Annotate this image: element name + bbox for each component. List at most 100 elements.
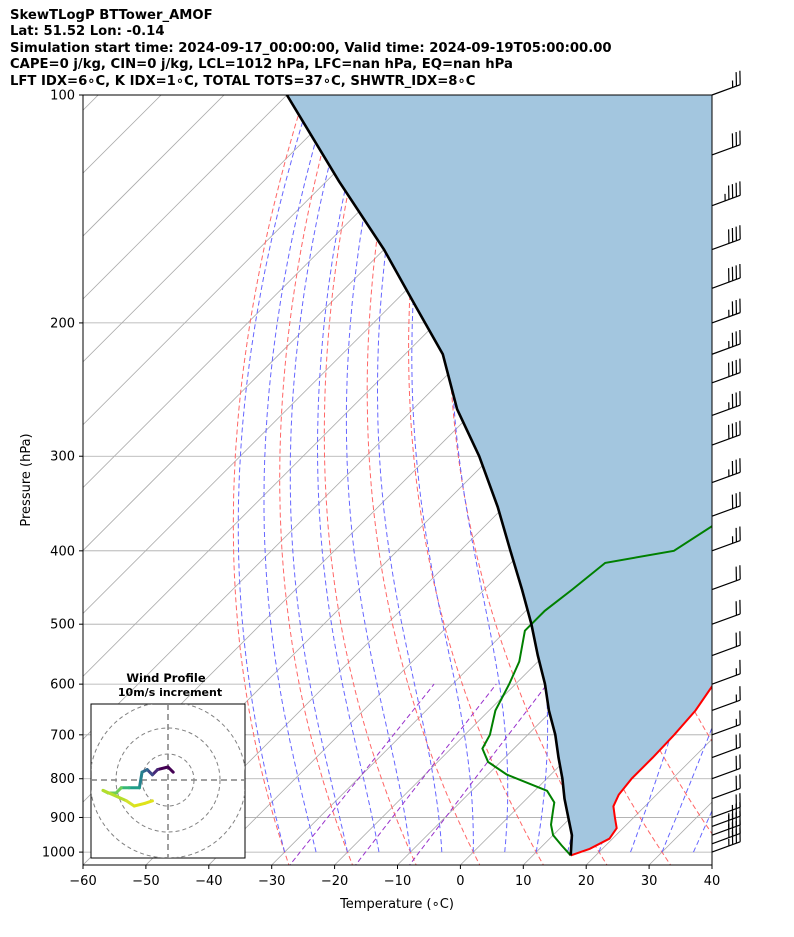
isotherm-line [772, 78, 794, 868]
hodograph-segment [137, 770, 144, 790]
hodograph-segment [143, 799, 154, 805]
x-tick-label: 20 [578, 874, 595, 889]
barb-staff [711, 824, 741, 836]
barb-staff [711, 673, 741, 685]
y-tick-label: 400 [50, 544, 75, 559]
dry-adiabat [761, 95, 794, 868]
hodograph-segment [156, 765, 170, 772]
wind-barb [711, 130, 741, 156]
time-line: Simulation start time: 2024-09-17_00:00:… [10, 40, 612, 56]
barb-staff [711, 144, 741, 156]
wind-barb [711, 491, 741, 517]
barb-staff [711, 372, 741, 384]
wind-barb [711, 181, 741, 207]
hodograph-segment [124, 799, 136, 808]
barb-staff [711, 84, 741, 96]
barb-staff [711, 343, 741, 355]
wind-barb [711, 631, 741, 657]
barb-staff [711, 277, 741, 289]
isotherm-line [83, 95, 288, 300]
y-tick-label: 600 [50, 678, 75, 693]
chart-header: SkewTLogP BTTower_AMOF Lat: 51.52 Lon: -… [10, 8, 790, 90]
wind-barb [711, 420, 741, 446]
barb-staff [711, 806, 741, 819]
moist-adiabat [263, 95, 330, 853]
cape-shading [286, 95, 712, 856]
wind-barb [711, 225, 741, 251]
wind-barb [711, 659, 741, 685]
hodograph-segment [101, 788, 128, 803]
barb-staff [711, 815, 741, 828]
y-tick-label: 300 [50, 450, 75, 465]
indices-line: LFT IDX=6∘C, K IDX=1∘C, TOTAL TOTS=37∘C,… [10, 73, 476, 89]
wind-barb [711, 70, 741, 96]
y-tick-label: 900 [50, 811, 75, 826]
x-tick-label: −60 [69, 874, 96, 889]
dewpoint-line [481, 525, 712, 857]
isotherm-line [334, 487, 712, 865]
y-tick-label: 100 [50, 89, 75, 104]
barb-staff [711, 787, 741, 800]
x-tick-label: −50 [132, 874, 159, 889]
wind-barb [711, 827, 741, 853]
wind-barb [711, 391, 741, 417]
isotherm-line [83, 95, 351, 363]
axes: −60 −50 −40 −30 −20 −10 0 10 20 30 40 100 200 300 400 5… [42, 89, 720, 890]
inset-title: Wind Profile [126, 671, 206, 685]
wind-barb [711, 358, 741, 384]
wind-barbs [711, 70, 741, 853]
x-tick-label: −40 [195, 874, 222, 889]
wind-barb [711, 526, 741, 552]
wind-barb [711, 298, 741, 324]
x-tick-label: −20 [321, 874, 348, 889]
location-line: Lat: 51.52 Lon: -0.14 [10, 24, 165, 40]
dry-adiabat [279, 95, 354, 865]
isotherm-line [711, 864, 712, 865]
barb-staff [711, 238, 741, 251]
barb-staff [711, 404, 741, 417]
x-tick-label: 40 [704, 874, 721, 889]
barb-staff [711, 505, 741, 517]
moist-adiabat [317, 95, 380, 853]
y-tick-label: 1000 [42, 846, 75, 861]
moist-adiabat [289, 95, 349, 853]
y-tick-label: 500 [50, 618, 75, 633]
stability-line: CAPE=0 j/kg, CIN=0 j/kg, LCL=1012 hPa, L… [10, 57, 513, 73]
wind-barb [711, 774, 741, 800]
inset-subtitle: 10m/s increment [118, 686, 222, 699]
barb-staff [711, 723, 741, 736]
barb-staff [711, 194, 741, 207]
barb-staff [711, 767, 741, 780]
barb-staff [711, 644, 741, 657]
barb-staff [711, 312, 741, 324]
mixing-ratio-line [408, 683, 548, 865]
isotherm-line [396, 549, 712, 865]
temperature-line [570, 684, 712, 857]
wind-barb [711, 263, 741, 289]
x-tick-label: −10 [384, 874, 411, 889]
parcel-line [285, 95, 574, 856]
hodograph-inset: Wind Profile 10m/s increment [90, 671, 246, 859]
x-tick-label: 10 [515, 874, 532, 889]
dry-adiabat [408, 95, 544, 865]
dry-adiabat [366, 95, 481, 865]
moist-adiabat [661, 726, 712, 853]
y-tick-label: 700 [50, 728, 75, 743]
wind-barb [711, 458, 741, 484]
wind-barb [711, 686, 741, 712]
barb-staff [711, 841, 741, 853]
x-tick-label: −30 [258, 874, 285, 889]
moist-adiabat [237, 95, 312, 853]
wind-barb [711, 565, 741, 591]
moist-adiabat [377, 95, 443, 853]
barb-staff [711, 699, 741, 712]
barb-staff [711, 832, 741, 845]
plot-area [83, 78, 794, 868]
wind-barb [711, 329, 741, 355]
dry-adiabat [448, 95, 608, 865]
y-tick-label: 200 [50, 316, 75, 331]
y-axis-label: Pressure (hPa) [19, 433, 34, 526]
mixing-ratio-line [289, 683, 435, 865]
wind-barb [711, 710, 741, 736]
hodograph-segment [132, 801, 147, 808]
